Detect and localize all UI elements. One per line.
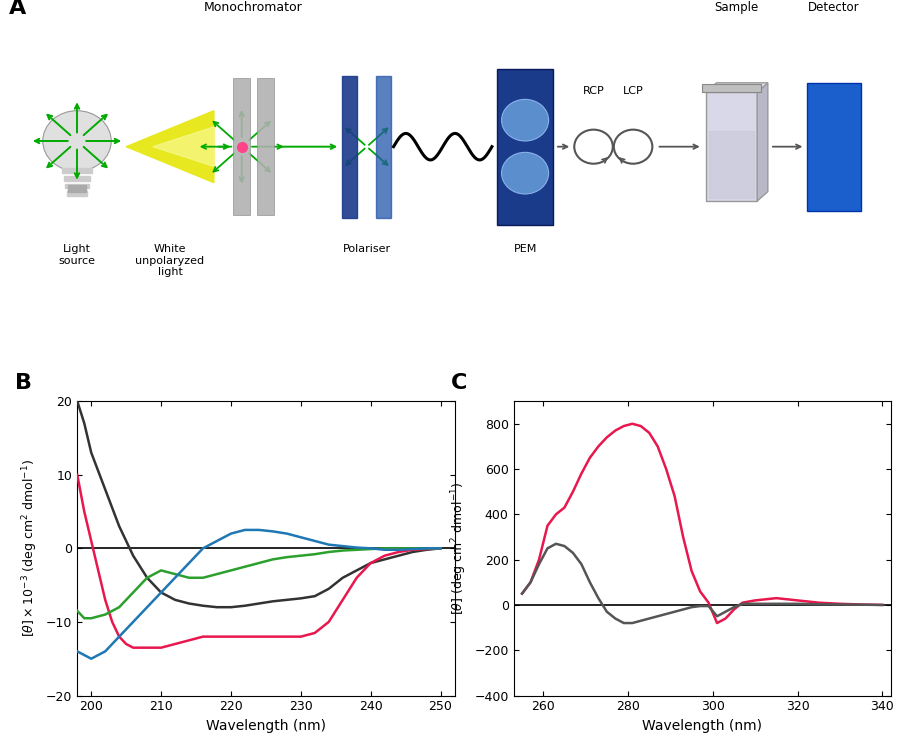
Circle shape: [43, 110, 111, 171]
Y-axis label: $[\theta] \times 10^{-3}$ (deg cm$^2$ dmol$^{-1}$): $[\theta] \times 10^{-3}$ (deg cm$^2$ dm…: [21, 459, 41, 637]
FancyBboxPatch shape: [705, 92, 757, 201]
FancyBboxPatch shape: [62, 169, 92, 173]
FancyBboxPatch shape: [807, 82, 861, 210]
Text: A: A: [8, 0, 25, 18]
FancyBboxPatch shape: [67, 191, 87, 196]
Text: Polariser: Polariser: [343, 244, 391, 254]
FancyBboxPatch shape: [68, 185, 85, 192]
Text: Sample: Sample: [714, 1, 759, 14]
Text: RCP: RCP: [583, 85, 604, 96]
X-axis label: Wavelength (nm): Wavelength (nm): [642, 719, 763, 733]
Text: C: C: [452, 373, 468, 393]
FancyBboxPatch shape: [497, 68, 553, 224]
Text: White
unpolaryzed
light: White unpolaryzed light: [135, 244, 205, 277]
Circle shape: [502, 152, 549, 194]
Polygon shape: [705, 83, 768, 92]
FancyBboxPatch shape: [702, 84, 762, 92]
FancyBboxPatch shape: [709, 131, 754, 198]
Text: B: B: [15, 373, 32, 393]
FancyBboxPatch shape: [65, 183, 89, 188]
Polygon shape: [342, 76, 357, 218]
X-axis label: Wavelength (nm): Wavelength (nm): [205, 719, 326, 733]
Polygon shape: [757, 83, 768, 201]
Text: LCP: LCP: [623, 85, 644, 96]
Polygon shape: [256, 78, 274, 215]
Polygon shape: [233, 78, 250, 215]
Text: Monochromator: Monochromator: [205, 1, 303, 14]
Polygon shape: [153, 127, 214, 166]
FancyBboxPatch shape: [64, 176, 90, 181]
Text: Detector: Detector: [808, 1, 860, 14]
Polygon shape: [126, 110, 214, 183]
Circle shape: [502, 99, 549, 141]
Text: PEM: PEM: [514, 244, 537, 254]
Text: Light
source: Light source: [58, 244, 95, 266]
Polygon shape: [376, 76, 392, 218]
Y-axis label: $[\theta]$ (deg cm$^2$ dmol$^{-1}$): $[\theta]$ (deg cm$^2$ dmol$^{-1}$): [449, 481, 469, 615]
